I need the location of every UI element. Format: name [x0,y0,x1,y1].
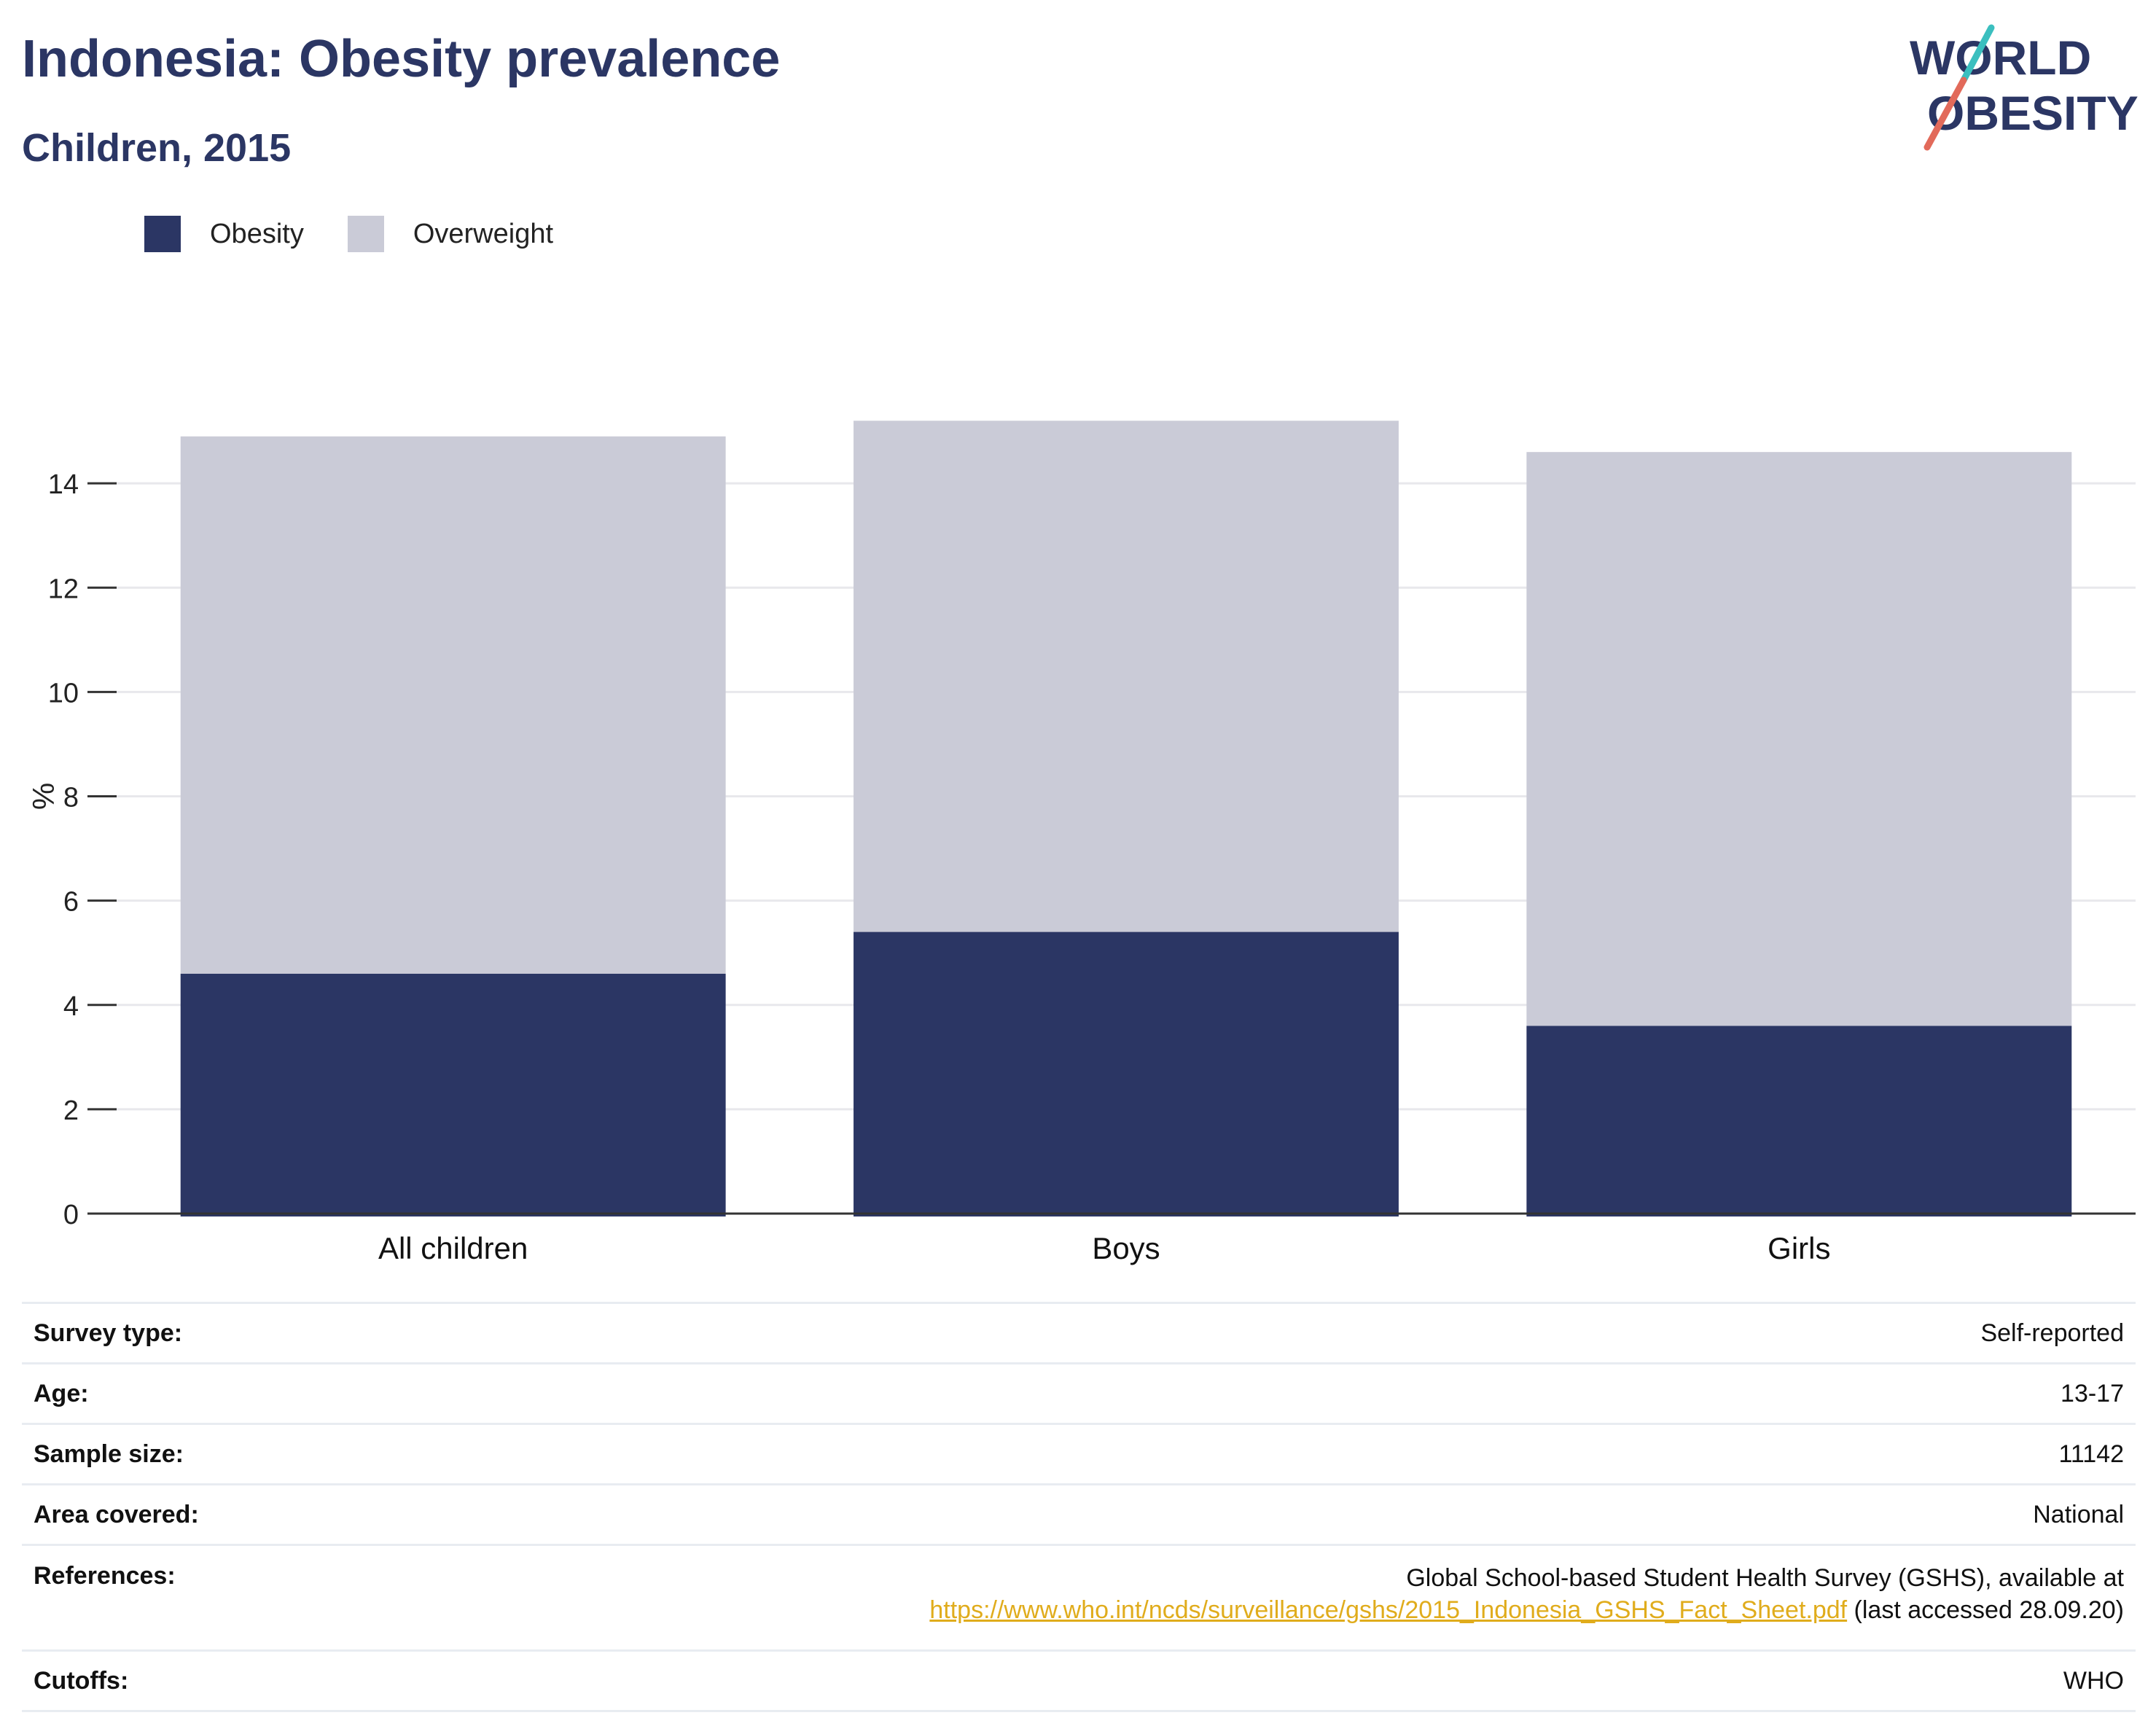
cutoffs-value: WHO [305,1649,2136,1712]
y-tick-label: 12 [48,574,79,604]
logo-line1: WORLD [1910,31,2091,85]
y-axis-label: % [26,783,60,810]
page-title: Indonesia: Obesity prevalence [22,30,781,88]
bar-overweight-girls [1526,452,2072,1026]
logo-slash-red [1923,77,1967,151]
survey-details-table: Survey type: Self-reported Age: 13-17 Sa… [22,1302,2136,1712]
legend-item-obesity: Obesity [144,216,304,252]
details-row-survey-type: Survey type: Self-reported [22,1302,2136,1364]
bar-overweight-all-children [180,436,726,974]
sample-size-label: Sample size: [22,1423,305,1485]
details-row-area: Area covered: National [22,1483,2136,1545]
sample-size-value: 11142 [305,1423,2136,1485]
details-row-sample-size: Sample size: 11142 [22,1423,2136,1485]
x-tick-label: All children [378,1231,528,1265]
logo-slash-teal [1960,24,1995,84]
cutoffs-label: Cutoffs: [22,1649,305,1712]
references-text: Global School-based Student Health Surve… [1406,1564,2124,1592]
y-tick-label: 8 [63,783,79,813]
bar-obesity-girls [1526,1026,2072,1216]
area-value: National [305,1483,2136,1545]
legend-item-overweight: Overweight [347,216,554,252]
details-row-references: References: Global School-based Student … [22,1544,2136,1651]
legend-label-overweight: Overweight [413,218,554,249]
legend-label-obesity: Obesity [210,218,304,249]
y-tick-label: 14 [48,469,79,500]
age-value: 13-17 [305,1362,2136,1424]
bar-overweight-boys [854,421,1399,932]
x-tick-label: Boys [1092,1231,1160,1265]
references-value: Global School-based Student Health Surve… [305,1544,2136,1651]
x-tick-label: Girls [1768,1231,1830,1265]
age-label: Age: [22,1362,305,1424]
survey-type-label: Survey type: [22,1302,305,1364]
references-label: References: [22,1544,305,1651]
details-row-cutoffs: Cutoffs: WHO [22,1649,2136,1712]
world-obesity-logo: WORLD OBESITY [1910,24,2139,151]
y-tick-label: 0 [63,1200,79,1230]
y-tick-label: 2 [63,1096,79,1126]
bar-obesity-all-children [180,973,726,1216]
survey-type-value: Self-reported [305,1302,2136,1364]
chart-legend: Obesity Overweight [144,216,597,252]
y-tick-label: 4 [63,991,79,1022]
details-row-age: Age: 13-17 [22,1362,2136,1424]
area-label: Area covered: [22,1483,305,1545]
references-suffix: (last accessed 28.09.20) [1847,1596,2124,1624]
page-subtitle: Children, 2015 [22,126,292,170]
references-link[interactable]: https://www.who.int/ncds/surveillance/gs… [929,1596,1848,1624]
y-tick-label: 6 [63,887,79,918]
stacked-bar-chart: 0 2 4 6 8 10 12 14% All children Boys Girls [26,421,2136,1265]
legend-swatch-overweight [347,216,384,252]
logo-line2: OBESITY [1927,86,2139,140]
bar-obesity-boys [854,932,1399,1216]
legend-swatch-obesity [144,216,181,252]
y-tick-label: 10 [48,678,79,708]
